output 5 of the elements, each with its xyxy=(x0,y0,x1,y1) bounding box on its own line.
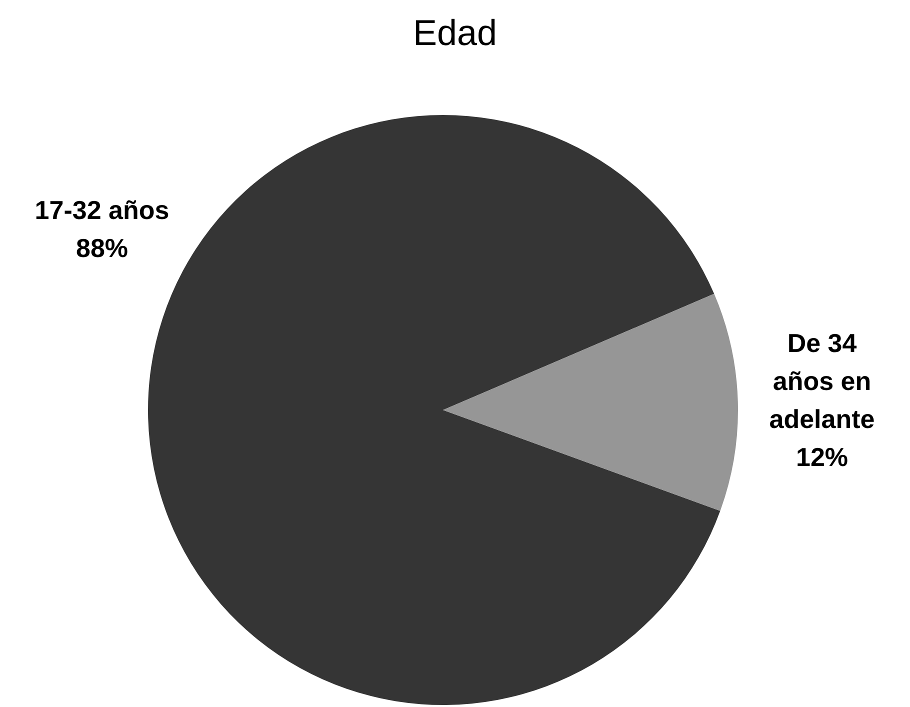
chart-title: Edad xyxy=(412,12,498,53)
data-label: 12% xyxy=(796,442,848,472)
slice-label: De 34 años en adelante xyxy=(769,328,875,434)
data-label: 88% xyxy=(76,233,128,264)
slice-label: 17-32 años xyxy=(34,195,170,226)
